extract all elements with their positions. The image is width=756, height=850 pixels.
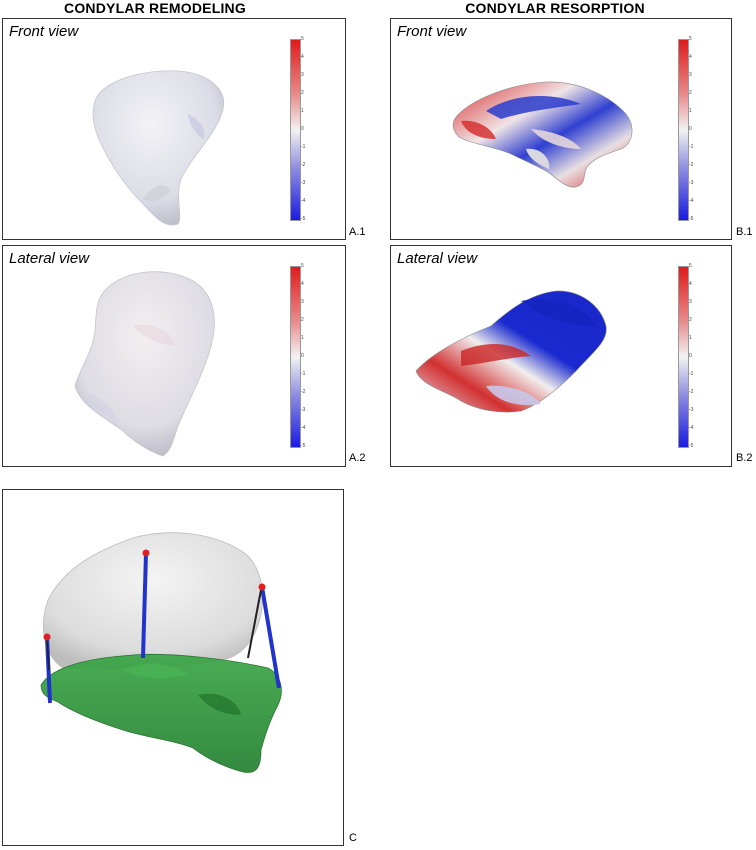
distance-line-3 <box>260 586 281 689</box>
tick-label: -1 <box>301 144 306 150</box>
tick-label: 1 <box>689 108 692 114</box>
tick-label: 1 <box>301 108 304 114</box>
tick-label: -1 <box>689 371 694 377</box>
colorbar-ticks: 5 4 3 2 1 0 -1 -2 -3 -4 -5 <box>301 263 311 449</box>
tick-label: 2 <box>689 90 692 96</box>
panel-b1: Front view 5 4 3 2 1 0 -1 -2 -3 -4 -5 <box>390 18 732 240</box>
tick-label: -5 <box>301 443 306 449</box>
view-label: Front view <box>9 23 79 40</box>
tick-label: 4 <box>689 54 692 60</box>
panel-id-a2: A.2 <box>349 452 366 464</box>
tick-label: -3 <box>689 407 694 413</box>
tick-label: 3 <box>689 299 692 305</box>
panel-c <box>2 489 344 846</box>
tick-label: 5 <box>301 36 304 42</box>
tick-label: -4 <box>689 425 694 431</box>
tick-label: 2 <box>301 90 304 96</box>
tick-label: -5 <box>689 443 694 449</box>
tick-label: 0 <box>689 353 692 359</box>
tick-label: -4 <box>301 198 306 204</box>
panel-id-c: C <box>349 832 357 844</box>
tick-label: 5 <box>301 263 304 269</box>
tick-label: 5 <box>689 263 692 269</box>
panel-id-b1: B.1 <box>736 226 753 238</box>
tick-label: 0 <box>689 126 692 132</box>
tick-label: 4 <box>689 281 692 287</box>
tick-label: -2 <box>301 389 306 395</box>
panel-a2: Lateral view 5 4 3 2 1 0 -1 -2 -3 -4 -5 <box>2 245 346 467</box>
tick-label: -2 <box>689 162 694 168</box>
landmark-point-3 <box>258 583 266 591</box>
tick-label: -5 <box>301 216 306 222</box>
panel-a1: Front view 5 4 3 2 1 0 -1 -2 -3 -4 -5 <box>2 18 346 240</box>
condyle-remodeling-front-model <box>92 70 225 226</box>
tick-label: -3 <box>301 407 306 413</box>
tick-label: -4 <box>301 425 306 431</box>
tick-label: -3 <box>301 180 306 186</box>
colorbar-ticks: 5 4 3 2 1 0 -1 -2 -3 -4 -5 <box>301 36 311 222</box>
heading-condylar-resorption: CONDYLAR RESORPTION <box>465 0 645 16</box>
tick-label: -1 <box>689 144 694 150</box>
condyle-remodeling-lateral-model <box>74 271 215 457</box>
panel-b2: Lateral view 5 4 3 2 1 0 -1 -2 -3 -4 -5 <box>390 245 732 467</box>
tick-label: 2 <box>689 317 692 323</box>
view-label: Lateral view <box>397 250 478 267</box>
panel-id-a1: A.1 <box>349 226 366 238</box>
tick-label: 4 <box>301 54 304 60</box>
landmark-point-2 <box>142 549 150 557</box>
tick-label: 5 <box>689 36 692 42</box>
tick-label: -3 <box>689 180 694 186</box>
condyle-resorption-front-model <box>452 81 633 188</box>
colorbar-ticks: 5 4 3 2 1 0 -1 -2 -3 -4 -5 <box>689 263 699 449</box>
view-label: Front view <box>397 23 467 40</box>
distance-line-2 <box>141 552 148 659</box>
panel-id-b2: B.2 <box>736 452 753 464</box>
view-label: Lateral view <box>9 250 90 267</box>
tick-label: 0 <box>301 353 304 359</box>
tick-label: 3 <box>301 299 304 305</box>
condyle-resorption-lateral-model <box>415 290 607 413</box>
heading-condylar-remodeling: CONDYLAR REMODELING <box>64 0 246 16</box>
tick-label: 1 <box>689 335 692 341</box>
tick-label: -2 <box>689 389 694 395</box>
tick-label: 2 <box>301 317 304 323</box>
landmark-point-1 <box>43 633 51 641</box>
condyle-superimposition-model <box>40 532 282 773</box>
tick-label: 3 <box>689 72 692 78</box>
tick-label: -5 <box>689 216 694 222</box>
tick-label: 4 <box>301 281 304 287</box>
colorbar <box>678 266 689 448</box>
tick-label: -4 <box>689 198 694 204</box>
tick-label: -1 <box>301 371 306 377</box>
colorbar <box>678 39 689 221</box>
colorbar <box>290 266 301 448</box>
colorbar <box>290 39 301 221</box>
tick-label: -2 <box>301 162 306 168</box>
tick-label: 1 <box>301 335 304 341</box>
colorbar-ticks: 5 4 3 2 1 0 -1 -2 -3 -4 -5 <box>689 36 699 222</box>
tick-label: 3 <box>301 72 304 78</box>
tick-label: 0 <box>301 126 304 132</box>
